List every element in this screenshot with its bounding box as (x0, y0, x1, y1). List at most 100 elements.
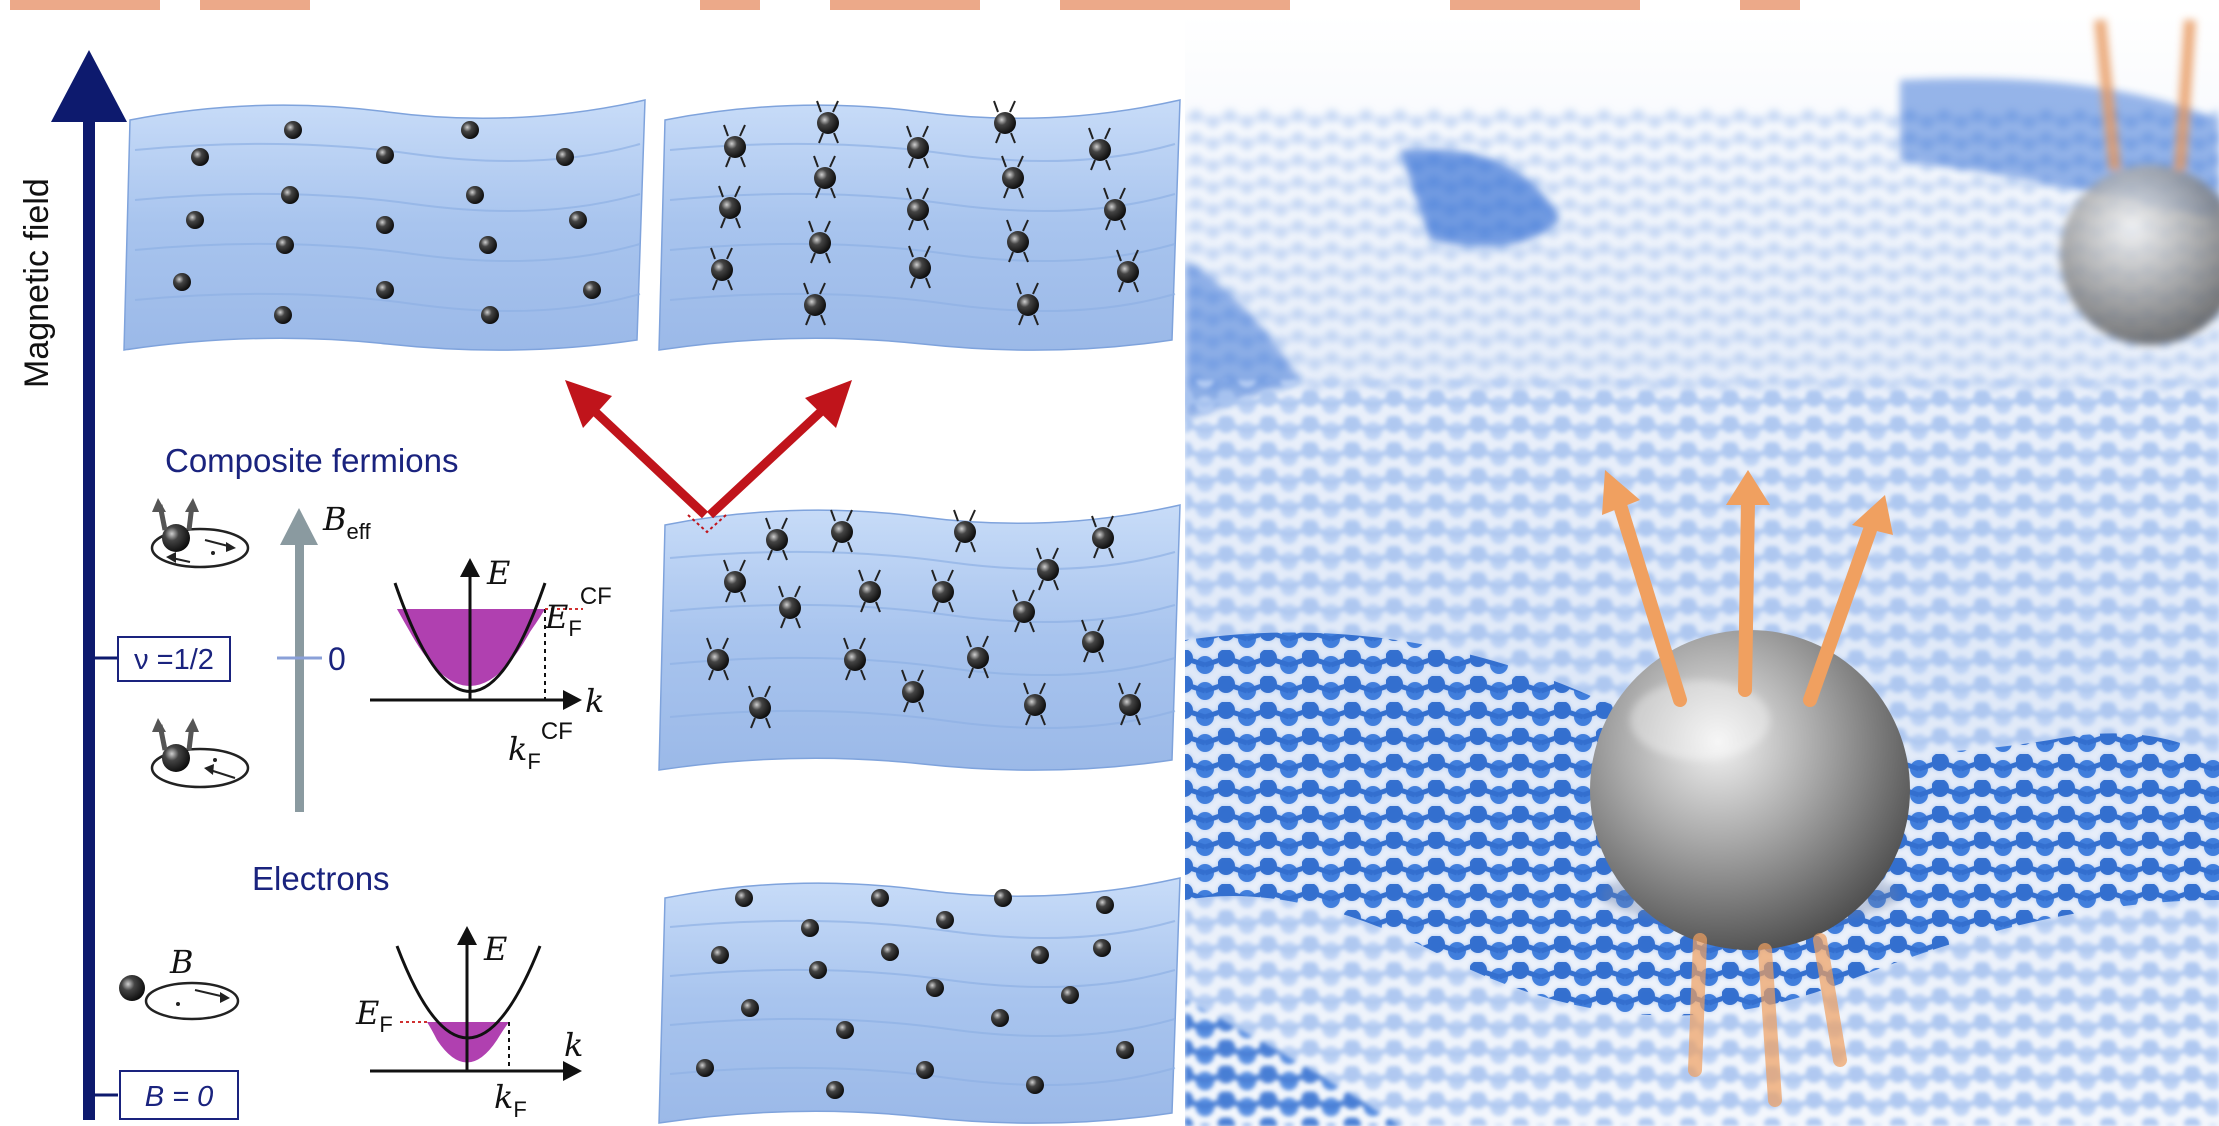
electron-particle (376, 146, 394, 164)
electron-particle (926, 979, 944, 997)
sheet-ripple (669, 550, 1176, 571)
electron-particle (461, 121, 479, 139)
sheet-ripple (669, 292, 1176, 313)
electron-particle (173, 273, 191, 291)
electron-particle (556, 148, 574, 166)
electron-particle (274, 306, 292, 324)
electron-particle (281, 186, 299, 204)
cf-fermi-energy-label: EFCF (544, 583, 612, 641)
composite-fermion-particle (765, 517, 788, 561)
composite-fermion-particle (908, 245, 931, 289)
electron-particle (1116, 1041, 1134, 1059)
electron-particle (696, 1059, 714, 1077)
sheet-surface (658, 99, 1181, 351)
electron-particle (711, 946, 729, 964)
cf-wavevector-label: k (585, 682, 604, 720)
composite-fermion-particle (1016, 282, 1039, 326)
electron-particle (1096, 896, 1114, 914)
electron-particle (284, 121, 302, 139)
sheet-ripple (669, 919, 1176, 940)
cf-orbit-lower-icon (150, 718, 250, 789)
sheet-middle (658, 504, 1181, 771)
sheet-ripple (669, 142, 1176, 163)
composite-fermion-particle (858, 569, 881, 613)
b-eff-label: Beff (322, 500, 371, 544)
electron-dispersion-plot (370, 926, 582, 1081)
composite-fermion-particle (931, 569, 954, 613)
electron-particle (871, 889, 889, 907)
composite-fermion-particle (1091, 515, 1114, 559)
electron-particle (1093, 939, 1111, 957)
b-eff-axis (277, 508, 322, 812)
sheet-top-left (123, 99, 646, 351)
electron-particle (376, 216, 394, 234)
electron-particle (741, 999, 759, 1017)
electron-fermi-energy-label: EF (355, 994, 393, 1037)
composite-fermion-particle (1081, 619, 1104, 663)
electron-particle (836, 1021, 854, 1039)
axis-arrowhead-icon (51, 50, 127, 122)
flux-arrow-icons (1602, 470, 1893, 1107)
b-eff-arrowhead-icon (280, 508, 318, 545)
sheet-ripple (134, 292, 641, 313)
sheet-ripple (669, 656, 1176, 677)
composite-fermion-particle (1118, 682, 1141, 726)
composite-fermion-particle (843, 637, 866, 681)
cropped-title-remnant (0, 0, 2219, 14)
magnetic-field-axis (51, 50, 127, 1120)
composite-fermion-particle (706, 637, 729, 681)
composite-fermion-particle (723, 559, 746, 603)
electron-wavevector-label: k (564, 1026, 583, 1064)
composite-fermion-particle (1001, 155, 1024, 199)
red-arrowhead-right-icon (805, 380, 852, 428)
sheet-ripple (669, 1066, 1176, 1087)
electron-particle (1026, 1076, 1044, 1094)
composite-fermion-particle (1036, 547, 1059, 591)
electron-particle (1061, 986, 1079, 1004)
sheet-ripple (669, 603, 1176, 624)
composite-fermion-particle (816, 100, 839, 144)
composite-fermion-sphere (1590, 470, 1910, 1107)
b-zero-label: B = 0 (145, 1081, 214, 1113)
sheet-ripple (669, 1017, 1176, 1038)
sheet-top-right (658, 99, 1181, 351)
axis-label: Magnetic field (18, 178, 56, 388)
composite-fermion-particle (953, 509, 976, 553)
zero-label: 0 (328, 641, 346, 677)
electron-particle (1031, 946, 1049, 964)
nu-half-label: ν =1/2 (134, 644, 214, 676)
electrons-title: Electrons (252, 860, 390, 897)
electron-particle (569, 211, 587, 229)
electron-particle (994, 889, 1012, 907)
electron-particle (936, 911, 954, 929)
electron-particle (801, 919, 819, 937)
electron-orbit-icon (119, 975, 240, 1021)
nu-half-box (117, 636, 231, 682)
cf-energy-label: E (486, 554, 510, 592)
background-electron-sphere (2060, 19, 2219, 345)
cf-fermi-k-label: kFCF (508, 718, 573, 774)
electron-particle (276, 236, 294, 254)
electron-particle (826, 1081, 844, 1099)
composite-fermion-particle (830, 509, 853, 553)
composite-fermion-particle (1023, 682, 1046, 726)
composite-fermion-particle (723, 124, 746, 168)
cf-orbit-upper-icon (150, 498, 250, 569)
composite-fermion-particle (906, 187, 929, 231)
composite-fermions-title: Composite fermions (165, 442, 458, 479)
composite-fermion-particle (1088, 127, 1111, 171)
composite-fermion-particle (748, 685, 771, 729)
electron-sheets (123, 99, 1181, 1124)
composite-fermion-particle (993, 100, 1016, 144)
composite-fermion-particle (1103, 187, 1126, 231)
lattice-illustration-panel (1185, 14, 2219, 1126)
sheet-ripple (134, 242, 641, 263)
sheet-surface (658, 877, 1181, 1124)
electron-particle (191, 148, 209, 166)
composite-fermion-particle (808, 220, 831, 264)
composite-fermion-particle (710, 247, 733, 291)
transition-arrows (565, 380, 852, 534)
electron-particle (809, 961, 827, 979)
sheet-ripple (134, 192, 641, 213)
